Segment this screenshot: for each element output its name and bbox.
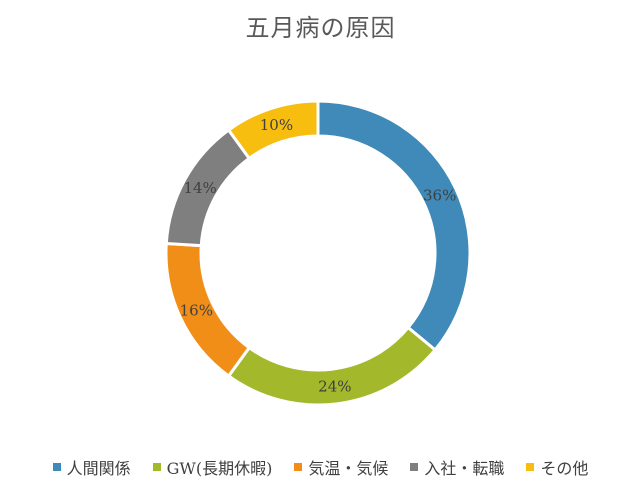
- legend-item: 人間関係: [52, 455, 131, 479]
- legend-item: その他: [526, 455, 588, 479]
- legend-swatch: [526, 463, 535, 471]
- legend-swatch: [152, 463, 161, 471]
- slice-label-0: 36%: [423, 187, 456, 205]
- slice-4: [226, 99, 320, 161]
- legend-label: 気温・気候: [308, 459, 389, 478]
- slice-label-2: 16%: [180, 301, 213, 319]
- legend-item: 気温・気候: [294, 455, 388, 479]
- slice-label-3: 14%: [183, 179, 216, 197]
- legend-item: GW(長期休暇): [152, 455, 273, 479]
- legend-label: その他: [540, 459, 589, 478]
- legend-label: 人間関係: [66, 459, 131, 478]
- slice-label-1: 24%: [318, 377, 351, 395]
- legend: 人間関係 GW(長期休暇) 気温・気候 入社・転職 その他: [0, 455, 641, 479]
- slices-group: [164, 99, 472, 407]
- slice-0: [316, 99, 472, 353]
- legend-label: 入社・転職: [424, 459, 505, 478]
- legend-swatch: [52, 463, 61, 471]
- legend-item: 入社・転職: [410, 455, 504, 479]
- legend-swatch: [410, 463, 419, 471]
- legend-label: GW(長期休暇): [166, 459, 273, 478]
- labels-group: 36% 24% 16% 14% 10%: [180, 116, 457, 395]
- chart-title: 五月病の原因: [245, 14, 396, 42]
- slice-label-4: 10%: [260, 116, 293, 134]
- legend-swatch: [294, 463, 303, 471]
